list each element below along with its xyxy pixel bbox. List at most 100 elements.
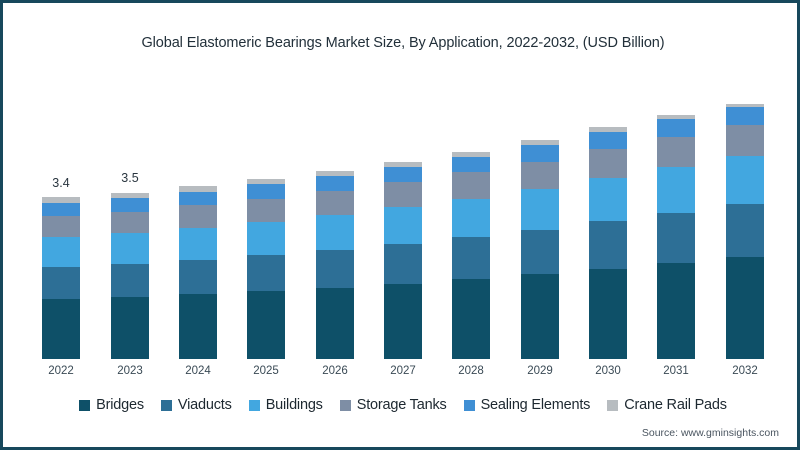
legend-item-label: Viaducts — [177, 397, 232, 413]
x-axis-tick-label: 2031 — [663, 365, 689, 377]
bar-segment[interactable] — [589, 127, 627, 133]
bar-segment[interactable] — [589, 268, 627, 359]
legend-item[interactable]: Viaducts — [160, 397, 232, 413]
chart-legend: Bridges Viaducts Buildings Storage Tanks Sea… — [3, 397, 800, 413]
bar-segment[interactable] — [111, 192, 149, 199]
bar-segment[interactable] — [179, 191, 217, 206]
bar-segment[interactable] — [179, 259, 217, 295]
bar-segment[interactable] — [316, 170, 354, 176]
bar-stack[interactable] — [521, 140, 559, 359]
bar-segment[interactable] — [521, 161, 559, 190]
x-axis-tick-label: 2022 — [48, 365, 74, 377]
bar-segment[interactable] — [42, 197, 80, 203]
bar-segment[interactable] — [726, 106, 764, 125]
bar-segment[interactable] — [452, 279, 490, 359]
bar-segment[interactable] — [316, 287, 354, 359]
legend-item[interactable]: Sealing Elements — [463, 397, 590, 413]
bar-segment[interactable] — [384, 283, 422, 359]
bar-segment[interactable] — [726, 124, 764, 157]
legend-item[interactable]: Storage Tanks — [339, 397, 447, 413]
bar-segment[interactable] — [521, 189, 559, 231]
bar-segment[interactable] — [42, 299, 80, 359]
bar-segment[interactable] — [111, 232, 149, 264]
bar-segment[interactable] — [42, 202, 80, 216]
bar-segment[interactable] — [247, 221, 285, 256]
bar-segment[interactable] — [521, 230, 559, 275]
bar-segment[interactable] — [247, 178, 285, 185]
bar-segment[interactable] — [726, 156, 764, 205]
x-axis: 2022 2023 2024 2025 2026 2027 2028 2029 2030 2031… — [27, 365, 779, 385]
bar-segment[interactable] — [316, 175, 354, 191]
bar-segment[interactable] — [384, 243, 422, 284]
bar-segment[interactable] — [452, 237, 490, 280]
bar-segment[interactable] — [452, 151, 490, 157]
bar-stack[interactable] — [111, 192, 149, 359]
bar-segment[interactable] — [179, 205, 217, 228]
bar-segment[interactable] — [179, 185, 217, 192]
bar-segment[interactable] — [589, 178, 627, 222]
x-axis-tick-label: 2024 — [185, 365, 211, 377]
legend-swatch-icon — [463, 399, 475, 411]
legend-item-label: Storage Tanks — [356, 397, 447, 413]
x-axis-tick-label: 2029 — [527, 365, 553, 377]
legend-item[interactable]: Bridges — [79, 397, 144, 413]
legend-item-label: Crane Rail Pads — [624, 397, 727, 413]
bar-segment[interactable] — [521, 274, 559, 359]
bar-segment[interactable] — [247, 255, 285, 292]
bar-stack[interactable] — [179, 185, 217, 359]
bar-stack[interactable] — [42, 197, 80, 359]
bar-segment[interactable] — [42, 215, 80, 237]
bar-segment[interactable] — [452, 156, 490, 173]
bar-segment[interactable] — [247, 184, 285, 199]
bar-segment[interactable] — [247, 291, 285, 359]
bar-segment[interactable] — [657, 212, 695, 263]
bar-segment[interactable] — [111, 198, 149, 212]
bar-segment[interactable] — [111, 297, 149, 359]
bar-segment[interactable] — [452, 172, 490, 199]
bar-stack[interactable] — [452, 151, 490, 359]
bar-segment[interactable] — [657, 119, 695, 137]
bar-segment[interactable] — [384, 166, 422, 182]
bar-stack[interactable] — [726, 104, 764, 359]
bar-segment[interactable] — [726, 257, 764, 359]
bar-segment[interactable] — [726, 204, 764, 258]
bar-segment[interactable] — [316, 190, 354, 215]
bar-stack[interactable] — [589, 127, 627, 359]
bar-segment[interactable] — [452, 198, 490, 238]
x-axis-tick-label: 2030 — [595, 365, 621, 377]
x-axis-tick-label: 2032 — [732, 365, 758, 377]
bar-segment[interactable] — [111, 211, 149, 233]
x-axis-tick-label: 2026 — [322, 365, 348, 377]
bar-stack[interactable] — [657, 115, 695, 359]
bar-segment[interactable] — [384, 182, 422, 208]
bar-segment[interactable] — [42, 266, 80, 300]
bar-segment[interactable] — [657, 115, 695, 120]
bar-segment[interactable] — [589, 221, 627, 269]
bar-value-label: 3.5 — [121, 171, 139, 186]
bar-segment[interactable] — [384, 161, 422, 167]
bar-segment[interactable] — [247, 198, 285, 222]
bar-segment[interactable] — [521, 144, 559, 162]
bar-segment[interactable] — [657, 167, 695, 213]
bar-segment[interactable] — [657, 136, 695, 168]
bar-stack[interactable] — [384, 161, 422, 359]
bar-segment[interactable] — [42, 236, 80, 267]
bar-segment[interactable] — [316, 214, 354, 250]
bar-segment[interactable] — [316, 249, 354, 288]
source-note: Source: www.gminsights.com — [641, 427, 779, 439]
bar-stack[interactable] — [316, 170, 354, 359]
bar-segment[interactable] — [179, 294, 217, 359]
bar-segment[interactable] — [657, 262, 695, 359]
legend-item[interactable]: Buildings — [248, 397, 323, 413]
bar-segment[interactable] — [589, 149, 627, 179]
bar-stack[interactable] — [247, 178, 285, 359]
legend-item[interactable]: Crane Rail Pads — [607, 397, 727, 413]
bar-segment[interactable] — [521, 140, 559, 145]
bar-segment[interactable] — [589, 132, 627, 150]
bar-segment[interactable] — [726, 104, 764, 107]
x-axis-tick-label: 2025 — [253, 365, 279, 377]
plot-area: 3.4 3.5 — [27, 83, 779, 359]
bar-segment[interactable] — [179, 227, 217, 260]
bar-segment[interactable] — [384, 207, 422, 244]
bar-segment[interactable] — [111, 263, 149, 298]
